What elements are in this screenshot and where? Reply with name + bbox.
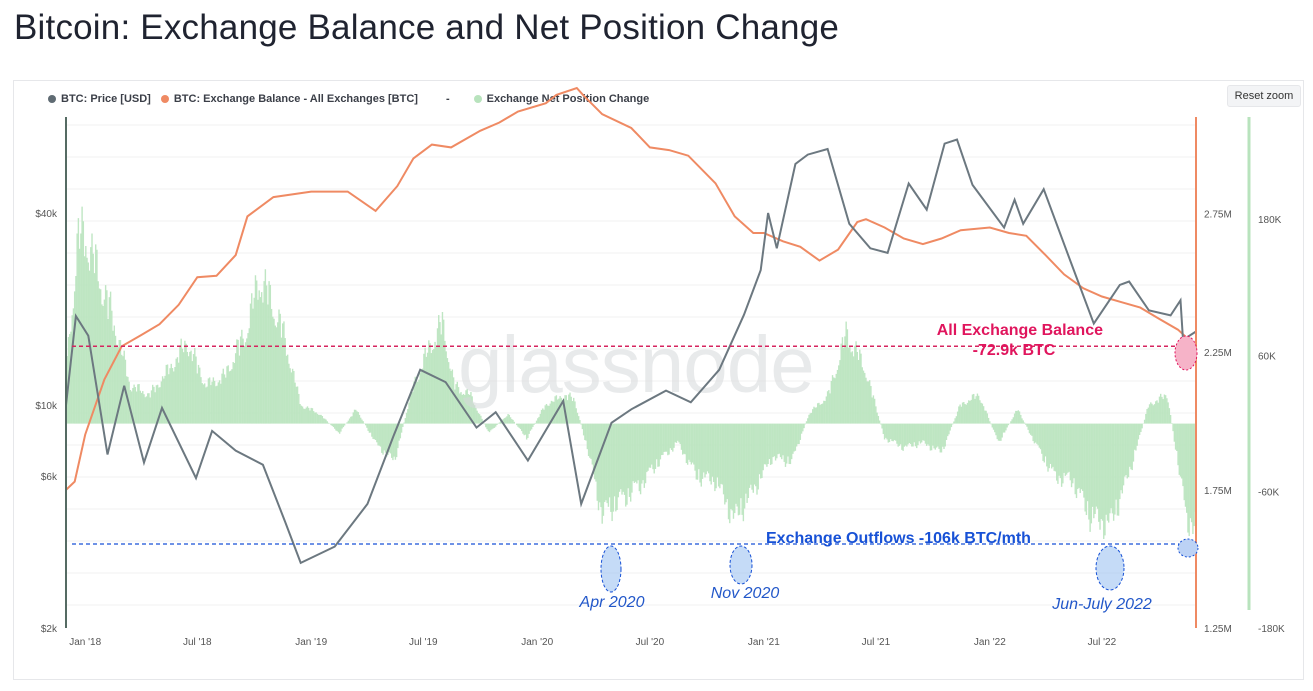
x-tick-label: Jul '22: [1088, 637, 1117, 648]
outflow-highlight-marker: [1177, 538, 1199, 558]
page-title: Bitcoin: Exchange Balance and Net Positi…: [14, 8, 840, 47]
legend-item-price[interactable]: BTC: Price [USD]: [48, 93, 151, 105]
outflow-annotation: Exchange Outflows -106k BTC/mth: [766, 530, 1031, 547]
balance-tick-label: 1.25M: [1204, 624, 1232, 635]
price-series-line: [65, 138, 1197, 565]
price-tick-label: $10k: [35, 401, 58, 412]
apr2020-label: Apr 2020: [579, 594, 645, 611]
apr2020-marker: [600, 545, 622, 593]
price-tick-label: $40k: [35, 209, 58, 220]
balance-tick-label: 1.75M: [1204, 486, 1232, 497]
x-tick-label: Jul '20: [636, 637, 665, 648]
price-tick-label: $6k: [41, 472, 58, 483]
legend-label-price: BTC: Price [USD]: [61, 93, 151, 105]
x-tick-label: Jul '19: [409, 637, 438, 648]
junjul2022-marker: [1095, 545, 1125, 591]
balance-legend-dot: [160, 95, 169, 103]
nov2020-label: Nov 2020: [711, 585, 780, 602]
balance-tick-label: 2.25M: [1204, 348, 1232, 359]
x-tick-label: Jan '21: [748, 637, 780, 648]
x-tick-label: Jul '18: [183, 637, 212, 648]
npc-tick-label: -60K: [1258, 488, 1279, 499]
balance-highlight-marker: [1174, 335, 1198, 371]
x-tick-label: Jan '18: [69, 637, 101, 648]
reset-zoom-button[interactable]: Reset zoom: [1227, 85, 1301, 107]
x-tick-label: Jan '19: [295, 637, 327, 648]
nov2020-marker: [729, 545, 753, 585]
legend-separator: -: [445, 93, 450, 105]
legend-label-npc: Exchange Net Position Change: [486, 93, 650, 105]
npc-tick-label: 60K: [1258, 351, 1276, 362]
balance-annotation-title: All Exchange Balance: [937, 322, 1103, 339]
price-legend-dot: [48, 95, 56, 103]
balance-tick-label: 2.75M: [1204, 210, 1232, 221]
x-tick-label: Jan '22: [974, 637, 1006, 648]
npc-tick-label: -180K: [1258, 624, 1285, 635]
x-tick-label: Jul '21: [862, 637, 891, 648]
legend-item-npc[interactable]: Exchange Net Position Change: [473, 93, 650, 105]
balance-annotation-value: -72.9k BTC: [973, 342, 1056, 359]
price-tick-label: $2k: [41, 624, 58, 635]
npc-tick-label: 180K: [1258, 215, 1282, 226]
legend-item-balance[interactable]: BTC: Exchange Balance - All Exchanges [B…: [160, 93, 418, 105]
watermark: glassnode: [458, 320, 814, 409]
x-tick-label: Jan '20: [521, 637, 553, 648]
junjul2022-label: Jun-July 2022: [1051, 596, 1152, 613]
legend-label-balance: BTC: Exchange Balance - All Exchanges [B…: [173, 93, 418, 105]
npc-legend-dot: [473, 95, 482, 103]
chart-legend: BTC: Price [USD] BTC: Exchange Balance -…: [48, 92, 649, 106]
balance-series-line: [65, 86, 1197, 491]
